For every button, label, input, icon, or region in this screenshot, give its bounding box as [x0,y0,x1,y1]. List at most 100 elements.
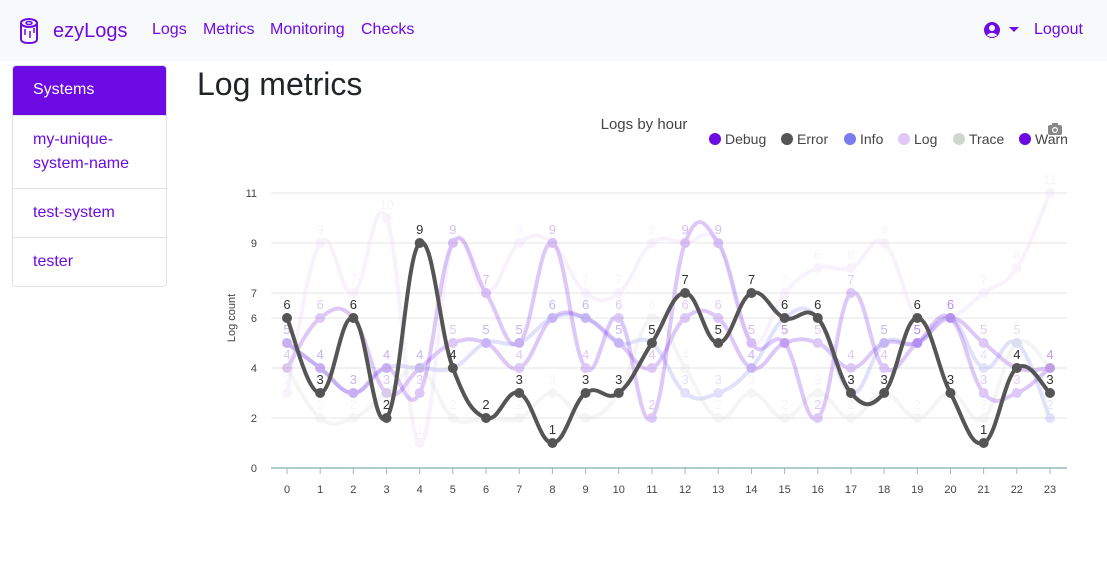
data-point[interactable] [481,288,492,298]
data-point[interactable] [680,313,691,323]
data-point[interactable] [282,363,292,373]
legend-item-warn[interactable]: Warn [1019,131,1068,147]
data-point[interactable] [547,238,558,248]
data-point[interactable] [282,363,292,373]
data-point[interactable] [879,388,890,398]
data-point[interactable] [613,338,624,348]
data-point[interactable] [812,313,823,323]
data-point[interactable] [514,413,525,423]
data-point[interactable] [779,413,790,423]
data-point[interactable] [348,388,359,398]
data-point[interactable] [746,338,757,348]
data-point[interactable] [845,363,856,373]
data-point[interactable] [447,238,458,248]
data-point[interactable] [414,238,425,248]
data-point[interactable] [447,413,458,423]
data-point[interactable] [315,388,326,398]
data-point[interactable] [680,238,691,248]
data-point[interactable] [381,363,392,373]
data-point[interactable] [348,388,359,398]
data-point[interactable] [381,388,392,398]
data-point[interactable] [1011,338,1022,348]
sidebar-item-test-system[interactable]: test-system [13,188,166,237]
data-point[interactable] [879,363,890,373]
data-point[interactable] [348,313,359,323]
data-point[interactable] [746,363,757,373]
data-point[interactable] [1011,338,1022,348]
data-point[interactable] [680,288,691,298]
camera-icon[interactable] [1048,123,1062,135]
data-point[interactable] [1045,188,1055,198]
data-point[interactable] [381,413,392,423]
data-point[interactable] [414,388,425,398]
data-point[interactable] [481,288,492,298]
data-point[interactable] [315,238,326,248]
data-point[interactable] [1011,363,1022,373]
data-point[interactable] [646,313,657,323]
data-point[interactable] [580,313,591,323]
legend-item-info[interactable]: Info [844,131,884,147]
data-point[interactable] [879,238,890,248]
data-point[interactable] [812,263,823,273]
data-point[interactable] [713,413,724,423]
data-point[interactable] [1045,388,1055,398]
nav-logs[interactable]: Logs [152,21,187,38]
data-point[interactable] [514,238,525,248]
sidebar-item-systems[interactable]: Systems [13,66,166,115]
nav-checks[interactable]: Checks [361,21,415,38]
data-point[interactable] [912,413,923,423]
data-point[interactable] [547,388,558,398]
data-point[interactable] [381,213,392,223]
data-point[interactable] [1045,363,1055,373]
data-point[interactable] [348,413,359,423]
legend-item-error[interactable]: Error [781,131,828,147]
legend-item-debug[interactable]: Debug [709,131,766,147]
data-point[interactable] [812,413,823,423]
data-point[interactable] [945,313,956,323]
data-point[interactable] [646,363,657,373]
data-point[interactable] [414,363,425,373]
logout-link[interactable]: Logout [1034,21,1083,38]
data-point[interactable] [978,438,989,448]
data-point[interactable] [680,363,691,373]
data-point[interactable] [978,338,989,348]
data-point[interactable] [447,363,458,373]
data-point[interactable] [547,313,558,323]
data-point[interactable] [713,338,724,348]
data-point[interactable] [514,388,525,398]
data-point[interactable] [912,338,923,348]
data-point[interactable] [713,238,724,248]
nav-metrics[interactable]: Metrics [203,21,255,38]
data-point[interactable] [945,313,956,323]
data-point[interactable] [812,338,823,348]
data-point[interactable] [613,313,624,323]
data-point[interactable] [680,388,691,398]
data-point[interactable] [514,338,525,348]
data-point[interactable] [845,263,856,273]
data-point[interactable] [978,288,989,298]
data-point[interactable] [978,388,989,398]
data-point[interactable] [414,438,425,448]
sidebar-item-my-unique-system-name[interactable]: my-unique-system-name [13,115,166,188]
nav-monitoring[interactable]: Monitoring [270,21,345,38]
data-point[interactable] [779,313,790,323]
sidebar-item-tester[interactable]: tester [13,237,166,286]
data-point[interactable] [845,388,856,398]
data-point[interactable] [713,388,724,398]
data-point[interactable] [746,338,757,348]
data-point[interactable] [746,288,757,298]
data-point[interactable] [547,238,558,248]
data-point[interactable] [514,338,525,348]
data-point[interactable] [481,338,492,348]
data-point[interactable] [514,363,525,373]
data-point[interactable] [348,288,359,298]
legend-item-trace[interactable]: Trace [953,131,1004,147]
data-point[interactable] [547,313,558,323]
data-point[interactable] [315,313,326,323]
data-point[interactable] [646,238,657,248]
data-point[interactable] [879,338,890,348]
data-point[interactable] [481,413,492,423]
data-point[interactable] [779,288,790,298]
data-point[interactable] [912,338,923,348]
data-point[interactable] [779,338,790,348]
